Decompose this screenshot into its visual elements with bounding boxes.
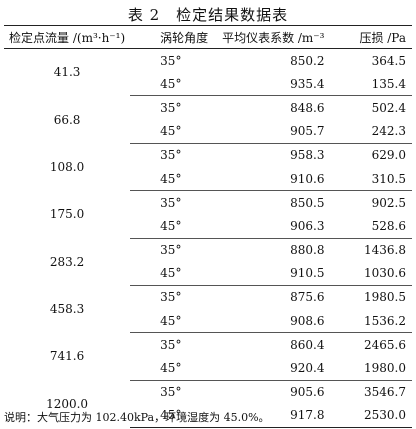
header-pressure-loss: 压损 /Pa: [350, 25, 412, 49]
coefficient-cell: 910.6: [215, 166, 351, 192]
pressure-loss-cell: 242.3: [350, 119, 412, 144]
header-angle: 涡轮角度: [130, 25, 216, 49]
table-row: 66.8 35° 848.6 502.4: [4, 96, 412, 127]
pressure-loss-cell: 1030.6: [350, 261, 412, 286]
pressure-loss-cell: 502.4: [371, 100, 406, 115]
table-row: 283.2 35° 880.8 1436.8: [4, 238, 412, 269]
table-row: 45° 905.7 242.3: [4, 119, 412, 144]
angle-cell: 35°: [160, 100, 182, 115]
pressure-loss-cell: 902.5: [371, 195, 406, 210]
header-flow: 检定点流量 /(m³·h⁻¹): [4, 25, 131, 49]
angle-cell: 35°: [160, 195, 182, 210]
pressure-loss-cell: 629.0: [371, 148, 406, 163]
angle-cell: 45°: [130, 214, 216, 239]
flow-cell: 108.0: [49, 159, 85, 174]
coefficient-cell: 880.8: [290, 243, 325, 258]
coefficient-cell: 906.3: [215, 214, 351, 239]
angle-cell: 45°: [130, 309, 216, 334]
pressure-loss-cell: 364.5: [371, 53, 406, 68]
angle-cell: 35°: [160, 385, 182, 400]
pressure-loss-cell: 3546.7: [364, 385, 406, 400]
coefficient-cell: 905.7: [215, 119, 351, 144]
angle-cell: 35°: [160, 337, 182, 352]
table-note: 说明：大气压力为 102.40kPa，环境湿度为 45.0%。: [4, 411, 270, 424]
angle-cell: 45°: [130, 403, 216, 428]
coefficient-cell: 935.4: [215, 72, 351, 97]
coefficient-cell: 850.2: [290, 53, 325, 68]
pressure-loss-cell: 310.5: [350, 166, 412, 192]
table-row: 458.3 35° 875.6 1980.5: [4, 285, 412, 316]
table-body: 41.3 35° 850.2 364.5 45° 935.4 135.4 66.8 35° 848…: [4, 49, 412, 428]
table-row: 175.0 35° 850.5 902.5: [4, 191, 412, 222]
pressure-loss-cell: 2465.6: [364, 337, 406, 352]
table-row: 45° 906.3 528.6: [4, 214, 412, 239]
coefficient-cell: 917.8: [215, 403, 351, 428]
flow-cell: 741.6: [49, 349, 85, 364]
flow-cell: 458.3: [49, 302, 85, 317]
table-row: 41.3 35° 850.2 364.5: [4, 49, 412, 80]
table-row: 45° 917.8 2530.0: [4, 403, 412, 428]
angle-cell: 35°: [160, 148, 182, 163]
coefficient-cell: 850.5: [290, 195, 325, 210]
pressure-loss-cell: 1536.2: [350, 309, 412, 334]
table-row: 1200.0 35° 905.6 3546.7: [4, 380, 412, 411]
pressure-loss-cell: 135.4: [350, 72, 412, 97]
coefficient-cell: 875.6: [290, 290, 325, 305]
angle-cell: 45°: [130, 119, 216, 144]
coefficient-cell: 860.4: [290, 337, 325, 352]
angle-cell: 35°: [160, 243, 182, 258]
flow-cell: 175.0: [49, 207, 85, 222]
table-row: 45° 935.4 135.4: [4, 72, 412, 97]
angle-cell: 45°: [130, 356, 216, 381]
flow-cell: 66.8: [53, 112, 81, 127]
table-row: 45° 908.6 1536.2: [4, 309, 412, 334]
results-table: 检定点流量 /(m³·h⁻¹) 涡轮角度 平均仪表系数 /m⁻³ 压损 /Pa …: [4, 25, 412, 428]
pressure-loss-cell: 2530.0: [350, 403, 412, 428]
flow-cell: 1200.0: [46, 396, 89, 411]
coefficient-cell: 920.4: [215, 356, 351, 381]
coefficient-cell: 910.5: [215, 261, 351, 286]
table-title: 表 2 检定结果数据表: [127, 6, 289, 24]
table-row: 45° 910.6 310.5: [4, 166, 412, 192]
table-row: 741.6 35° 860.4 2465.6: [4, 333, 412, 364]
flow-cell: 283.2: [49, 254, 85, 269]
angle-cell: 45°: [130, 261, 216, 286]
header-coefficient: 平均仪表系数 /m⁻³: [215, 25, 351, 49]
table-header-row: 检定点流量 /(m³·h⁻¹) 涡轮角度 平均仪表系数 /m⁻³ 压损 /Pa: [4, 25, 412, 49]
coefficient-cell: 905.6: [290, 385, 325, 400]
table-row: 108.0 35° 958.3 629.0: [4, 143, 412, 174]
pressure-loss-cell: 528.6: [350, 214, 412, 239]
coefficient-cell: 958.3: [290, 148, 325, 163]
pressure-loss-cell: 1980.5: [364, 290, 406, 305]
table-row: 45° 920.4 1980.0: [4, 356, 412, 381]
flow-cell: 41.3: [53, 65, 81, 80]
pressure-loss-cell: 1436.8: [364, 243, 406, 258]
angle-cell: 45°: [130, 72, 216, 97]
angle-cell: 35°: [160, 290, 182, 305]
coefficient-cell: 908.6: [215, 309, 351, 334]
pressure-loss-cell: 1980.0: [350, 356, 412, 381]
angle-cell: 35°: [160, 53, 182, 68]
table-row: 45° 910.5 1030.6: [4, 261, 412, 286]
angle-cell: 45°: [130, 166, 216, 192]
coefficient-cell: 848.6: [290, 100, 325, 115]
